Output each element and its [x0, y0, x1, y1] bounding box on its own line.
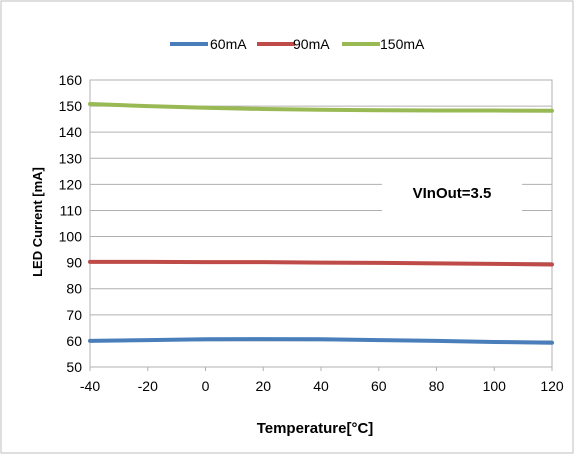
annotation-group: VInOut=3.5	[382, 170, 522, 212]
legend-label-90mA: 90mA	[293, 36, 330, 52]
y-tick-label: 60	[66, 333, 82, 349]
legend-label-60mA: 60mA	[210, 36, 247, 52]
x-tick-label: -20	[138, 378, 158, 394]
y-tick-label: 160	[59, 72, 83, 88]
x-tick-label: 100	[483, 378, 507, 394]
x-tick-label: 60	[371, 378, 387, 394]
legend: 60mA 90mA 150mA	[170, 36, 425, 52]
x-tick-label: 80	[429, 378, 445, 394]
annotation-text: VInOut=3.5	[413, 185, 492, 202]
y-tick-label: 100	[59, 229, 83, 245]
y-tick-label: 150	[59, 98, 83, 114]
y-tick-label: 110	[60, 202, 83, 218]
x-tick-label: 20	[255, 378, 271, 394]
y-tick-label: 120	[59, 176, 83, 192]
x-tick-label: 120	[540, 378, 564, 394]
x-tick-label: 40	[313, 378, 329, 394]
legend-label-150mA: 150mA	[380, 36, 425, 52]
y-tick-labels: 50 60 70 80 90 100 110 120 130 140 150 160	[59, 72, 83, 375]
y-tick-label: 130	[59, 150, 83, 166]
x-tick-labels: -40 -20 0 20 40 60 80 100 120	[80, 378, 564, 394]
y-tick-label: 80	[66, 281, 82, 297]
x-tick-label: 0	[202, 378, 210, 394]
y-tick-label: 50	[66, 359, 82, 375]
y-tick-label: 90	[66, 255, 82, 271]
x-tick-label: -40	[80, 378, 100, 394]
y-axis-title: LED Current [mA]	[30, 167, 45, 277]
series-line-60mA	[88, 337, 554, 345]
annotation-box	[382, 170, 522, 212]
series-line-90mA	[88, 259, 554, 267]
y-tick-label: 140	[59, 124, 83, 140]
y-tick-label: 70	[66, 307, 82, 323]
x-axis-title: Temperature[°C]	[257, 420, 374, 437]
series-layer	[88, 102, 554, 345]
plot-area	[89, 79, 553, 368]
series-line-150mA	[88, 102, 554, 113]
